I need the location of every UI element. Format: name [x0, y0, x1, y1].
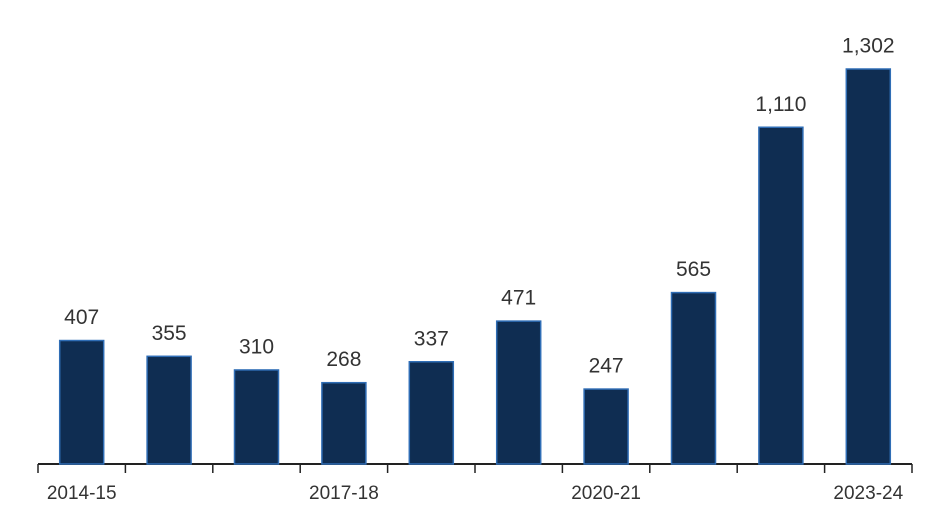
- x-tick-label: 2014-15: [47, 483, 117, 504]
- bar: [146, 355, 192, 465]
- bar: [408, 361, 455, 465]
- value-label: 310: [239, 335, 274, 358]
- value-label: 247: [589, 355, 624, 378]
- bar: [233, 369, 280, 465]
- value-label: 407: [64, 306, 99, 329]
- bar: [758, 126, 804, 465]
- x-tick-label: 2020-21: [571, 483, 641, 504]
- bar: [670, 291, 717, 465]
- value-label: 268: [326, 348, 361, 371]
- value-label: 355: [152, 322, 187, 345]
- bar: [321, 381, 367, 465]
- value-label: 337: [414, 327, 449, 350]
- value-label: 565: [676, 258, 711, 281]
- bar: [495, 320, 542, 465]
- value-label: 471: [501, 287, 536, 310]
- value-label: 1,302: [842, 35, 895, 58]
- x-tick-label: 2023-24: [833, 483, 903, 504]
- bar: [845, 68, 892, 465]
- value-label: 1,110: [755, 93, 806, 116]
- bar: [58, 339, 105, 465]
- bar: [583, 388, 629, 465]
- x-tick-label: 2017-18: [309, 483, 379, 504]
